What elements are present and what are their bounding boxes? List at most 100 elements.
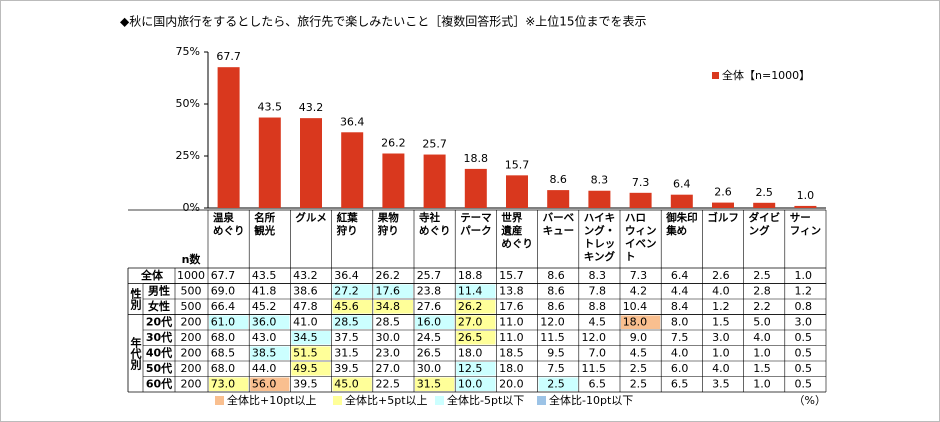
cell-highlight [332, 315, 372, 329]
cell: 27.2 [334, 284, 359, 297]
legend-label: 全体【n=1000】 [722, 68, 810, 82]
cell: 44.0 [252, 362, 277, 375]
column-header: ハイキ ング・ トレッ キング [583, 212, 616, 263]
column-header: バーベ キュー [542, 212, 575, 237]
bar [341, 132, 364, 208]
cell: 25.7 [417, 269, 442, 282]
legend-swatch [435, 396, 444, 405]
cell: 5.0 [753, 315, 771, 328]
column-header: 名所 観光 [254, 212, 276, 237]
cell: 34.8 [376, 300, 401, 313]
cell: 15.7 [499, 269, 524, 282]
cell-highlight [621, 315, 661, 329]
cell: 0.5 [795, 377, 813, 390]
column-header: 果物 狩り [377, 212, 399, 237]
value-label: 7.3 [632, 176, 650, 189]
cell: 4.4 [671, 284, 689, 297]
cell: 4.0 [712, 284, 730, 297]
column-header: 御朱印 集め [666, 212, 698, 237]
cell: 26.2 [458, 300, 483, 313]
cell: 11.4 [458, 284, 483, 297]
cell: 45.2 [252, 300, 277, 313]
n-cell: 200 [181, 331, 202, 344]
cell: 36.0 [252, 315, 277, 328]
column-header: 紅葉 狩り [336, 212, 358, 237]
bar [300, 118, 322, 208]
cell: 39.5 [293, 377, 318, 390]
bar [382, 153, 405, 208]
cell: 11.5 [540, 331, 565, 344]
cell: 39.5 [334, 362, 359, 375]
group-label: 年代別 [129, 336, 142, 370]
cell-highlight [373, 284, 413, 298]
column-header: 世界 遺産 めぐり [501, 212, 533, 250]
n-cell: 200 [181, 315, 202, 328]
value-label: 25.7 [422, 138, 447, 151]
cell: 1.0 [712, 346, 730, 359]
cell: 0.5 [795, 331, 813, 344]
cell: 24.5 [417, 331, 442, 344]
cell: 36.4 [334, 269, 359, 282]
bar [794, 205, 817, 208]
cell: 69.0 [211, 284, 236, 297]
row-label: 50代 [146, 361, 172, 375]
cell-highlight [456, 315, 496, 329]
cell-highlight [291, 346, 331, 360]
cell: 11.0 [499, 315, 524, 328]
cell: 2.5 [547, 377, 565, 390]
value-label: 43.5 [258, 101, 283, 114]
cell-highlight [250, 315, 290, 329]
row-label: 女性 [148, 299, 170, 313]
cell: 22.5 [376, 377, 401, 390]
cell: 2.5 [630, 377, 648, 390]
cell: 31.5 [334, 346, 359, 359]
cell: 1.5 [712, 315, 730, 328]
cell: 1.0 [753, 346, 771, 359]
cell: 6.4 [671, 269, 689, 282]
cell: 8.6 [547, 269, 565, 282]
cell: 1.5 [753, 362, 771, 375]
column-header: ダイビ ング [748, 212, 781, 237]
y-tick-label: 25% [176, 149, 200, 162]
cell: 13.8 [499, 284, 524, 297]
legend-label: 全体比+10pt以上 [227, 393, 317, 407]
cell: 16.0 [417, 315, 442, 328]
cell: 2.5 [753, 269, 771, 282]
cell: 34.5 [293, 331, 318, 344]
cell: 10.4 [623, 300, 648, 313]
cell: 11.5 [582, 362, 607, 375]
cell-highlight [456, 284, 496, 298]
cell-highlight [250, 377, 290, 391]
y-tick-label: 75% [176, 45, 200, 58]
cell: 41.0 [293, 315, 318, 328]
cell: 3.0 [795, 315, 813, 328]
cell: 38.5 [252, 346, 277, 359]
bar [753, 202, 776, 208]
row-label: 男性 [148, 283, 170, 297]
cell: 18.0 [623, 315, 648, 328]
n-cell: 200 [181, 362, 202, 375]
cell: 11.0 [499, 331, 524, 344]
cell: 10.0 [458, 377, 483, 390]
cell: 20.0 [499, 377, 524, 390]
cell: 12.5 [458, 362, 483, 375]
cell: 4.5 [589, 315, 607, 328]
cell: 38.6 [293, 284, 318, 297]
cell: 28.5 [376, 315, 401, 328]
legend-swatch [712, 72, 719, 79]
cell: 6.5 [671, 377, 689, 390]
cell: 3.0 [712, 331, 730, 344]
row-label: 60代 [146, 376, 172, 390]
cell: 23.8 [417, 284, 442, 297]
bar [217, 67, 240, 209]
cell: 7.5 [671, 331, 689, 344]
cell-highlight [456, 300, 496, 314]
cell-highlight [209, 315, 249, 329]
value-label: 43.2 [299, 101, 324, 114]
cell: 27.6 [417, 300, 442, 313]
cell: 37.5 [334, 331, 359, 344]
cell: 18.0 [499, 362, 524, 375]
cell: 0.5 [795, 346, 813, 359]
value-label: 8.6 [549, 173, 567, 186]
